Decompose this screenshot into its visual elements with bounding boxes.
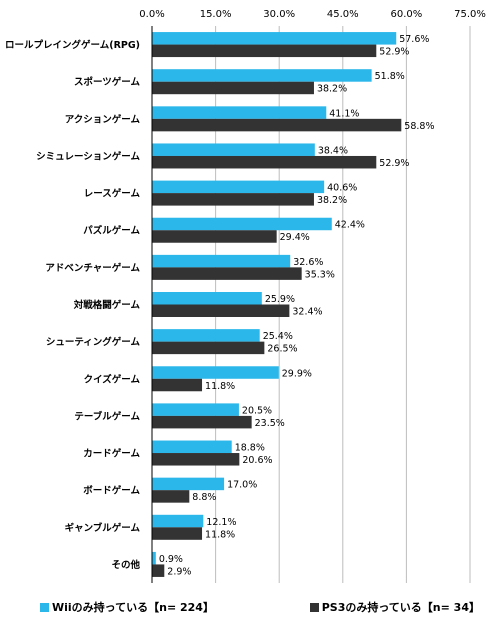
legend-item-wii: Wiiのみ持っている【n= 224】 [40,599,214,615]
bar-ps3 [152,490,190,503]
bar-ps3 [152,564,165,577]
legend-label-ps3: PS3のみ持っている【n= 34】 [321,601,480,614]
bar-wii [152,292,262,305]
value-label-wii: 29.9% [282,368,312,379]
bar-wii [152,106,327,119]
bar-ps3 [152,453,240,466]
legend-swatch-ps3 [309,602,319,612]
category-label: アドベンチャーゲーム [45,262,140,274]
legend-item-ps3: PS3のみ持っている【n= 34】 [309,599,480,615]
value-label-ps3: 20.6% [242,455,272,466]
value-label-ps3: 29.4% [280,232,310,243]
x-tick-label: 60.0% [391,9,423,20]
bar-wii [152,440,232,454]
bar-wii [152,514,204,528]
legend-swatch-wii [40,602,49,612]
value-label-wii: 42.4% [335,220,365,231]
bar-wii [152,403,239,416]
x-tick-label: 0.0% [139,9,164,20]
bar-wii [152,477,225,491]
bar-ps3 [152,267,302,280]
bar-wii [152,180,325,194]
value-label-wii: 25.4% [263,331,293,342]
bar-ps3 [152,415,252,429]
x-tick-label: 45.0% [327,9,359,20]
value-label-ps3: 35.3% [305,269,335,280]
bar-wii [152,32,397,45]
value-label-wii: 51.8% [375,71,405,82]
legend: Wiiのみ持っている【n= 224】 PS3のみ持っている【n= 34】 [40,598,480,616]
bar-wii [152,143,315,156]
bar-ps3 [152,81,314,95]
bar-wii [152,217,332,231]
legend-label-wii: Wiiのみ持っている【n= 224】 [52,601,214,614]
category-label: シミュレーションゲーム [36,150,140,162]
bar-ps3 [152,304,290,317]
value-labels: 57.6% 52.9% 51.8% 38.2% 41.1% 58.8% 38.4% 52.9%… [159,34,435,577]
category-label: カードゲーム [83,448,140,460]
value-label-wii: 18.8% [235,443,265,454]
bar-ps3 [152,44,377,58]
x-tick-label: 30.0% [263,9,295,20]
value-label-wii: 0.9% [159,554,183,565]
value-label-wii: 17.0% [227,480,257,491]
value-label-wii: 20.5% [242,405,272,416]
value-label-wii: 41.1% [329,108,359,119]
category-label: シューティングゲーム [46,336,141,348]
value-label-wii: 57.6% [399,34,429,45]
value-label-wii: 32.6% [293,257,323,268]
bar-wii [152,69,372,82]
value-label-wii: 40.6% [327,183,357,194]
category-label: レースゲーム [84,188,141,200]
bar-ps3 [152,118,402,132]
value-label-ps3: 8.8% [192,492,216,503]
category-label: スポーツゲーム [74,76,141,88]
value-label-ps3: 52.9% [379,158,409,169]
bar-ps3 [152,527,203,540]
value-label-ps3: 38.2% [317,84,347,95]
value-label-ps3: 58.8% [404,121,434,132]
bar-ps3 [152,378,203,392]
value-label-wii: 25.9% [265,294,295,305]
bars [152,32,402,577]
bar-chart: 0.0% 15.0% 30.0% 45.0% 60.0% 75.0% ロールプレイングゲー… [5,9,486,583]
category-label: アクションゲーム [65,113,141,125]
bar-ps3 [152,341,265,355]
value-label-wii: 38.4% [318,145,348,156]
category-labels: ロールプレイングゲーム(RPG) スポーツゲームアクションゲームシミュレーションゲ… [5,39,140,571]
category-label: ギャンブルゲーム [65,522,141,534]
bar-wii [152,329,260,342]
value-label-ps3: 11.8% [205,381,235,392]
category-label: クイズゲーム [84,373,141,385]
bar-wii [152,254,291,268]
category-label: ボードゲーム [83,485,140,497]
category-label: テーブルゲーム [74,410,140,422]
value-label-ps3: 23.5% [255,418,285,429]
x-axis-ticks: 0.0% 15.0% 30.0% 45.0% 60.0% 75.0% [139,9,486,20]
category-label: その他 [111,559,140,571]
bar-wii [152,551,156,565]
category-label: ロールプレイングゲーム(RPG) [5,39,140,51]
bar-ps3 [152,193,314,206]
value-label-ps3: 26.5% [267,344,297,355]
category-label: パズルゲーム [83,225,140,237]
value-label-ps3: 2.9% [167,566,191,577]
value-label-ps3: 52.9% [379,47,409,58]
bar-ps3 [152,155,377,169]
value-label-ps3: 38.2% [317,195,347,206]
x-tick-label: 15.0% [200,9,232,20]
category-label: 対戦格闘ゲーム [73,299,141,311]
bar-wii [152,366,279,379]
value-label-wii: 12.1% [206,517,236,528]
value-label-ps3: 32.4% [292,307,322,318]
bar-ps3 [152,230,277,243]
value-label-ps3: 11.8% [205,529,235,540]
x-tick-label: 75.0% [454,9,486,20]
